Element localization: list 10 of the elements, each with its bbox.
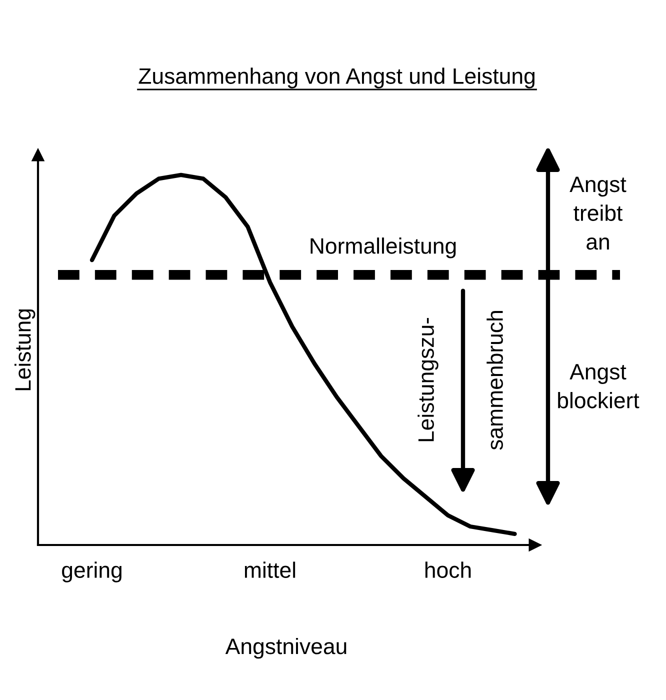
text: Angst blockiert [558, 364, 640, 408]
text: Leistungszu- sammenbruch [418, 311, 503, 450]
x-tick-label: gering [62, 562, 122, 582]
text: Angst treibt an [570, 176, 626, 250]
y-axis-title: Leistung [14, 309, 36, 390]
chart-title: Zusammenhang von Angst und Leistung [138, 68, 534, 88]
x-axis-title: Angstniveau [225, 638, 346, 659]
ref-line-label: Normalleistung [310, 238, 456, 258]
x-tick-label: mittel [244, 562, 296, 578]
x-tick-label: hoch [425, 562, 471, 578]
